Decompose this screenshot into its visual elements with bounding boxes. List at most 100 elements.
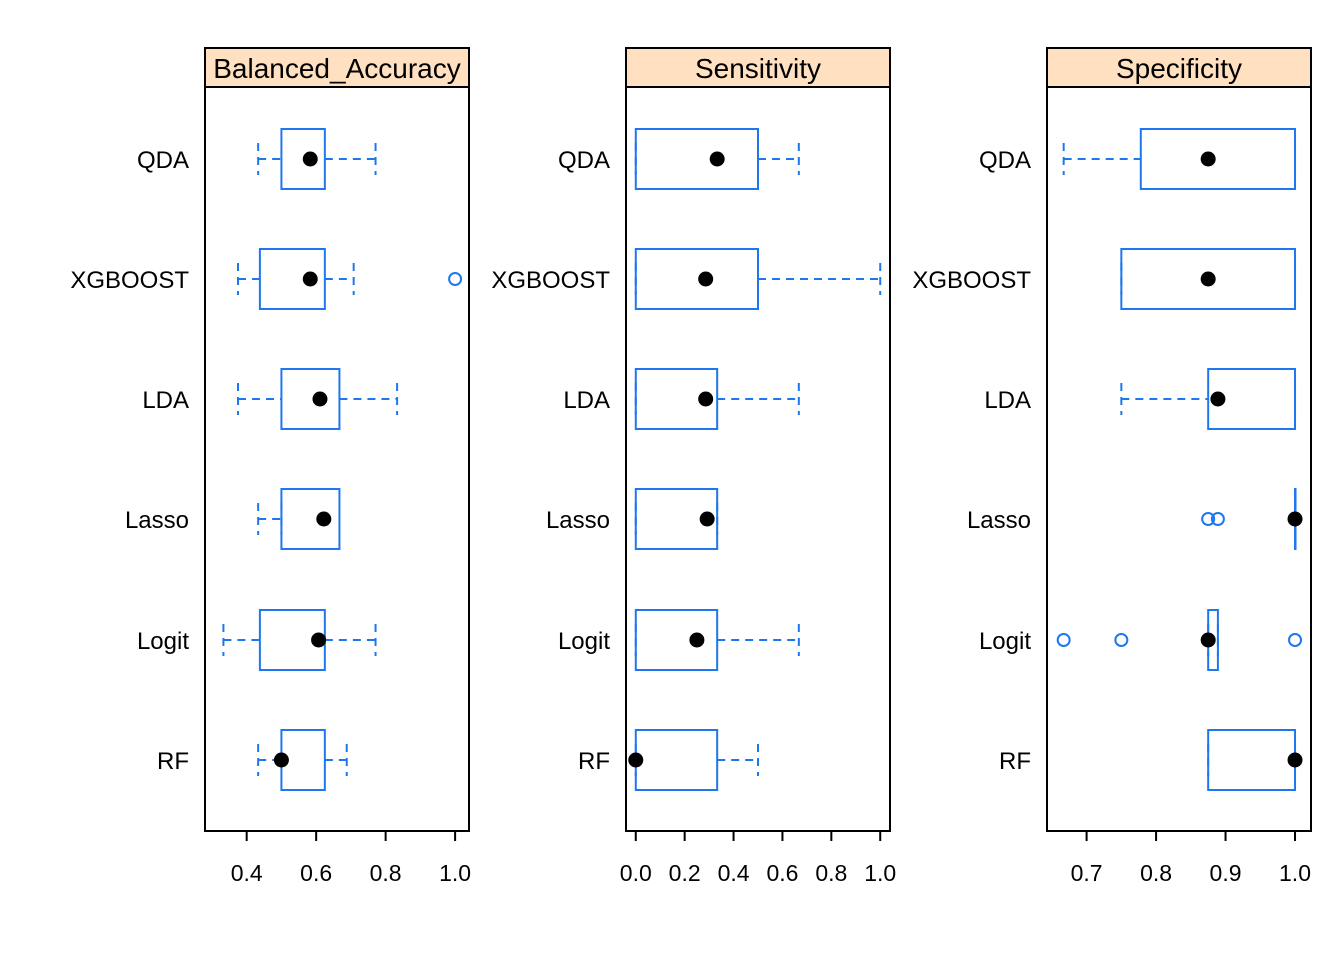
category-label-xgboost: XGBOOST <box>70 267 189 294</box>
x-tick-label: 0.8 <box>1140 860 1172 886</box>
category-label-logit: Logit <box>979 628 1031 655</box>
panel-sensitivity: Sensitivity 0.0 0.2 0.4 0.6 0.8 1.0 QDA XGBOOST L… <box>491 47 896 886</box>
box-qda <box>257 128 377 190</box>
box-body <box>280 128 326 190</box>
x-tick-label: 1.0 <box>439 860 471 886</box>
panel-title: Specificity <box>1116 53 1242 84</box>
category-label-qda: QDA <box>558 147 610 174</box>
outlier-point <box>1288 633 1303 647</box>
box-lda <box>1120 368 1297 430</box>
box-xgboost <box>1120 248 1297 310</box>
box-qda <box>634 128 800 190</box>
box-body <box>634 488 719 550</box>
median-dot <box>689 632 705 648</box>
x-tick-label: 0.4 <box>718 860 750 886</box>
median-dot <box>1200 271 1216 287</box>
box-logit <box>634 609 800 671</box>
box-body <box>280 368 341 430</box>
category-label-lda: LDA <box>563 387 610 414</box>
box-xgboost <box>634 248 882 310</box>
median-dot <box>698 391 714 407</box>
x-tick-label: 0.6 <box>300 860 332 886</box>
x-tick-label: 1.0 <box>864 860 896 886</box>
median-dot <box>312 391 328 407</box>
category-label-xgboost: XGBOOST <box>491 267 610 294</box>
median-dot <box>1200 151 1216 167</box>
panel-frame <box>625 86 891 832</box>
median-dot <box>628 752 644 768</box>
box-body <box>1120 248 1297 310</box>
median-dot <box>709 151 725 167</box>
box-logit <box>1056 609 1303 671</box>
x-tick-label: 0.7 <box>1071 860 1103 886</box>
category-label-rf: RF <box>999 748 1031 775</box>
box-body <box>1207 729 1297 791</box>
box-body <box>1207 368 1297 430</box>
box-body <box>634 729 719 791</box>
outlier-point <box>1201 512 1216 526</box>
box-body <box>634 128 759 190</box>
x-tick-label: 0.9 <box>1210 860 1242 886</box>
box-body <box>634 248 759 310</box>
box-lasso <box>257 488 341 550</box>
category-label-lasso: Lasso <box>125 507 189 534</box>
panel-strip <box>625 47 891 88</box>
category-label-lasso: Lasso <box>967 507 1031 534</box>
x-tick-label: 0.0 <box>620 860 652 886</box>
panel-title: Balanced_Accuracy <box>213 53 460 84</box>
box-body <box>280 488 341 550</box>
box-rf <box>1207 729 1303 791</box>
x-tick-label: 0.2 <box>669 860 701 886</box>
outlier-point <box>1114 633 1129 647</box>
category-label-logit: Logit <box>137 628 189 655</box>
panel-strip <box>204 47 470 88</box>
panel-title: Sensitivity <box>695 53 821 84</box>
box-lda <box>634 368 800 430</box>
category-label-lda: LDA <box>142 387 189 414</box>
x-tick-label: 0.4 <box>231 860 263 886</box>
median-dot <box>1287 752 1303 768</box>
category-label-lasso: Lasso <box>546 507 610 534</box>
median-dot <box>699 511 715 527</box>
box-xgboost <box>237 248 463 310</box>
x-tick-label: 1.0 <box>1279 860 1311 886</box>
box-body <box>1139 128 1297 190</box>
box-body <box>634 609 719 671</box>
category-label-xgboost: XGBOOST <box>912 267 1031 294</box>
box-body <box>634 368 719 430</box>
category-label-rf: RF <box>578 748 610 775</box>
box-lasso <box>634 488 719 550</box>
panel-frame <box>1046 86 1312 832</box>
box-lda <box>237 368 399 430</box>
median-dot <box>1200 632 1216 648</box>
x-tick-label: 0.8 <box>370 860 402 886</box>
box-logit <box>222 609 377 671</box>
median-dot <box>302 151 318 167</box>
category-label-logit: Logit <box>558 628 610 655</box>
panel-frame <box>204 86 470 832</box>
panel-specificity: Specificity 0.7 0.8 0.9 1.0 QDA XGBOOST LDA Lass… <box>912 47 1312 886</box>
box-qda <box>1062 128 1297 190</box>
outlier-point <box>448 272 463 286</box>
median-dot <box>273 752 289 768</box>
median-dot <box>302 271 318 287</box>
median-dot <box>698 271 714 287</box>
box-rf <box>257 729 348 791</box>
category-label-qda: QDA <box>979 147 1031 174</box>
box-rf <box>628 729 759 791</box>
x-tick-label: 0.8 <box>815 860 847 886</box>
x-tick-label: 0.6 <box>766 860 798 886</box>
median-dot <box>311 632 327 648</box>
outlier-point <box>1056 633 1071 647</box>
category-label-lda: LDA <box>984 387 1031 414</box>
median-dot <box>316 511 332 527</box>
panel-balanced-accuracy: Balanced_Accuracy 0.4 0.6 0.8 1.0 QDA XGBOOST L… <box>70 47 471 886</box>
category-label-rf: RF <box>157 748 189 775</box>
box-lasso <box>1201 488 1303 550</box>
median-dot <box>1287 511 1303 527</box>
outlier-point <box>1210 512 1225 526</box>
category-label-qda: QDA <box>137 147 189 174</box>
panel-strip <box>1046 47 1312 88</box>
median-dot <box>1210 391 1226 407</box>
